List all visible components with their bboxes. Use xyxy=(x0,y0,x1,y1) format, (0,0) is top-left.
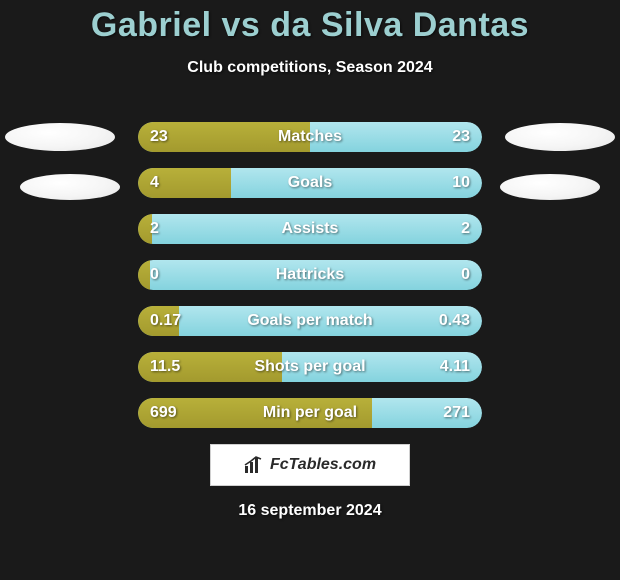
stat-label: Shots per goal xyxy=(138,352,482,382)
stat-label: Goals per match xyxy=(138,306,482,336)
player-left-placeholder-2 xyxy=(20,174,120,200)
brand-text: FcTables.com xyxy=(270,456,376,474)
stat-bar: 11.5Shots per goal4.11 xyxy=(138,352,482,382)
stats-bars: 23Matches234Goals102Assists20Hattricks00… xyxy=(138,122,482,444)
stat-bar: 699Min per goal271 xyxy=(138,398,482,428)
stat-value-right: 2 xyxy=(461,214,470,244)
player-right-placeholder-2 xyxy=(500,174,600,200)
brand-box[interactable]: FcTables.com xyxy=(210,444,410,486)
player-right-placeholder-1 xyxy=(505,123,615,151)
stat-label: Hattricks xyxy=(138,260,482,290)
stat-value-right: 23 xyxy=(452,122,470,152)
stat-value-right: 0.43 xyxy=(439,306,470,336)
comparison-subtitle: Club competitions, Season 2024 xyxy=(0,59,620,77)
stat-value-right: 4.11 xyxy=(440,352,470,382)
stat-label: Goals xyxy=(138,168,482,198)
comparison-title: Gabriel vs da Silva Dantas xyxy=(0,0,620,45)
stat-value-right: 271 xyxy=(443,398,470,428)
snapshot-date: 16 september 2024 xyxy=(0,502,620,520)
stat-bar: 4Goals10 xyxy=(138,168,482,198)
stat-label: Matches xyxy=(138,122,482,152)
stat-bar: 2Assists2 xyxy=(138,214,482,244)
stat-bar: 0.17Goals per match0.43 xyxy=(138,306,482,336)
stat-value-right: 10 xyxy=(452,168,470,198)
stat-bar: 0Hattricks0 xyxy=(138,260,482,290)
player-left-placeholder-1 xyxy=(5,123,115,151)
stat-label: Min per goal xyxy=(138,398,482,428)
stat-value-right: 0 xyxy=(461,260,470,290)
stat-label: Assists xyxy=(138,214,482,244)
stat-bar: 23Matches23 xyxy=(138,122,482,152)
brand-chart-icon xyxy=(244,456,264,474)
